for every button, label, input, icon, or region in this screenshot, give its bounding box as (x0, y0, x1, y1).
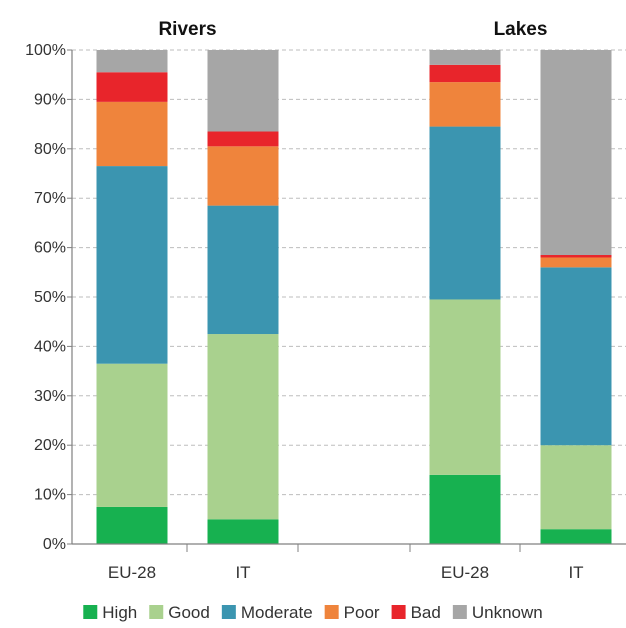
bar-segment-unknown (207, 50, 279, 132)
bar-segment-good (207, 334, 279, 520)
bar-segment-moderate (207, 205, 279, 335)
y-tick-label: 90% (34, 91, 66, 108)
bar-segment-unknown (429, 50, 501, 65)
bar-segment-good (429, 299, 501, 475)
legend-swatch-poor (324, 605, 339, 619)
y-tick-label: 30% (34, 388, 66, 405)
bar-segment-high (207, 519, 279, 544)
bar-segment-unknown (540, 50, 612, 256)
bar-segment-moderate (540, 267, 612, 446)
x-tick-label: IT (235, 563, 250, 582)
bar-segment-poor (96, 101, 168, 167)
bar-segment-unknown (96, 50, 168, 73)
y-tick-label: 80% (34, 141, 66, 158)
bar-segment-bad (207, 131, 279, 147)
bars (96, 50, 612, 544)
bar-segment-moderate (96, 166, 168, 364)
y-tick-label: 10% (34, 487, 66, 504)
y-tick-label: 0% (43, 536, 66, 553)
bar-segment-bad (540, 255, 612, 258)
bar-segment-poor (540, 257, 612, 268)
legend: High Good Moderate Poor Bad Unknown (83, 603, 543, 622)
x-tick-label: EU-28 (441, 563, 489, 582)
bar-segment-good (96, 363, 168, 507)
labels: 0% 10% 20% 30% 40% 50% 60% 70% 80% 90% 100% EU-28 IT… (25, 19, 583, 582)
group-title: Lakes (494, 19, 548, 40)
y-tick-label: 60% (34, 240, 66, 257)
bar-segment-high (96, 506, 168, 544)
bar-segment-poor (207, 146, 279, 206)
bar-segment-bad (429, 64, 501, 83)
legend-swatch-moderate (221, 605, 236, 619)
legend-swatch-unknown (452, 605, 467, 619)
y-tick-label: 40% (34, 338, 66, 355)
legend-label: Good (168, 603, 210, 622)
legend-swatch-good (149, 605, 164, 619)
bar-segment-good (540, 445, 612, 530)
bar-segment-high (429, 474, 501, 544)
legend-label: Bad (411, 603, 441, 622)
x-tick-label: IT (568, 563, 583, 582)
bar-segment-poor (429, 82, 501, 127)
legend-label: High (102, 603, 137, 622)
y-tick-label: 70% (34, 190, 66, 207)
legend-swatch-bad (391, 605, 406, 619)
legend-swatch-high (83, 605, 98, 619)
bar-segment-bad (96, 72, 168, 102)
bar-segment-high (540, 529, 612, 544)
legend-label: Unknown (472, 603, 543, 622)
x-tick-label: EU-28 (108, 563, 156, 582)
axes (67, 49, 626, 552)
legend-label: Moderate (241, 603, 313, 622)
legend-label: Poor (344, 603, 380, 622)
bar-segment-moderate (429, 126, 501, 300)
y-tick-label: 100% (25, 42, 66, 59)
y-tick-label: 20% (34, 437, 66, 454)
y-tick-label: 50% (34, 289, 66, 306)
group-title: Rivers (158, 19, 216, 40)
